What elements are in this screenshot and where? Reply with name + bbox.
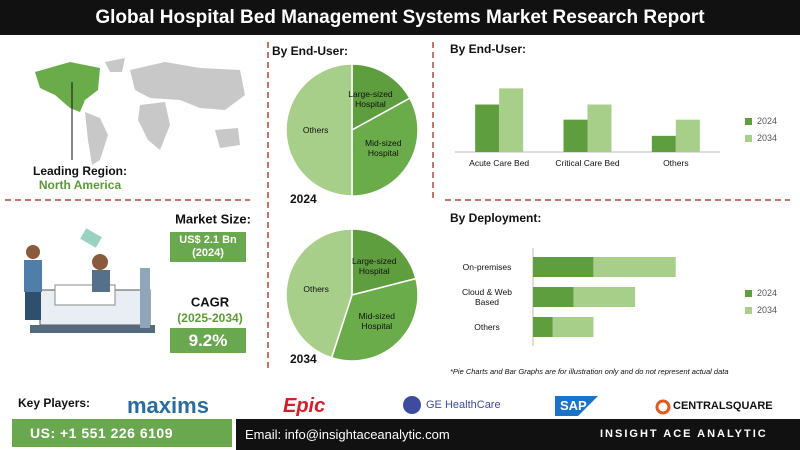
region-value: North America: [38, 178, 122, 192]
bar: [499, 88, 524, 152]
pie-slice: [285, 63, 353, 197]
header-bar: [0, 0, 800, 35]
legend-swatch: [745, 118, 752, 125]
bar: [533, 257, 594, 277]
email: Email: info@insightaceanalytic.com: [245, 427, 450, 442]
cagr-period: (2025-2034): [177, 311, 243, 325]
bar: [475, 104, 500, 152]
market-size-value: US$ 2.1 Bn: [179, 234, 237, 246]
chart-title: By End-User:: [272, 44, 349, 58]
market-size-year: (2024): [192, 247, 224, 259]
x-tick-label: Others: [663, 158, 689, 168]
email-bar: [236, 419, 800, 450]
centralsquare-icon: [655, 399, 671, 415]
pie-slice: [351, 228, 417, 296]
legend-swatch: [745, 307, 752, 314]
y-tick-label: Cloud & Web Based: [462, 287, 512, 307]
slice-label: Others: [303, 284, 329, 295]
ge-icon: [403, 396, 421, 414]
legend-swatch: [745, 290, 752, 297]
key-players-label: Key Players:: [18, 396, 91, 410]
bar: [533, 317, 553, 337]
player-logo: maxims: [127, 393, 209, 418]
player-logo: GE HealthCare: [426, 399, 501, 411]
cagr-value: 9.2%: [188, 331, 228, 350]
bar: [587, 104, 612, 152]
legend-swatch: [745, 135, 752, 142]
y-tick-label: On-premises: [462, 262, 512, 272]
player-logo: SAP: [560, 398, 587, 413]
bar: [533, 287, 574, 307]
pie-slice: [351, 63, 411, 132]
legend-label: 2034: [757, 133, 778, 143]
cagr-label: CAGR: [190, 294, 230, 310]
pie-year: 2024: [290, 192, 317, 206]
world-map: [35, 58, 245, 165]
note: *Pie Charts and Bar Graphs are for illus…: [450, 367, 729, 376]
sap-icon: [555, 396, 598, 416]
y-tick-label: Others: [474, 322, 500, 332]
dividers: [5, 42, 790, 372]
pie-slice: [351, 97, 419, 197]
brand: INSIGHT ACE ANALYTIC: [600, 428, 768, 440]
bar: [552, 317, 594, 337]
slice-label: Mid-sized Hospital: [358, 311, 396, 332]
phone-box: [12, 419, 232, 447]
slice-label: Large-sized Hospital: [352, 256, 397, 277]
legend-label: 2024: [757, 288, 778, 298]
region-label: Leading Region:: [33, 164, 127, 178]
market-size-label: Market Size:: [175, 211, 251, 227]
slice-label: Mid-sized Hospital: [365, 138, 402, 159]
care-illustration: [24, 228, 155, 333]
pie-slice: [330, 277, 419, 362]
chart-title: By Deployment:: [450, 211, 542, 225]
bar: [651, 135, 676, 152]
bar: [573, 287, 636, 307]
chart-title: By End-User:: [450, 42, 527, 56]
pie-year: 2034: [290, 352, 317, 366]
x-tick-label: Acute Care Bed: [469, 158, 530, 168]
legend-label: 2034: [757, 305, 778, 315]
slice-label: Large-sized Hospital: [348, 88, 393, 109]
bar: [593, 257, 676, 277]
legend-label: 2024: [757, 116, 778, 126]
player-logo: CENTRALSQUARE: [673, 400, 773, 412]
cagr-box: [170, 328, 246, 353]
report-title: Global Hospital Bed Management Systems M…: [95, 7, 705, 28]
bar: [675, 119, 700, 152]
pie-slice: [285, 228, 353, 359]
bar: [563, 119, 588, 152]
phone: US: +1 551 226 6109: [30, 425, 173, 441]
market-size-box: [170, 232, 246, 262]
x-tick-label: Critical Care Bed: [555, 158, 620, 168]
player-logo: Epic: [283, 395, 326, 417]
slice-label: Others: [302, 125, 329, 135]
